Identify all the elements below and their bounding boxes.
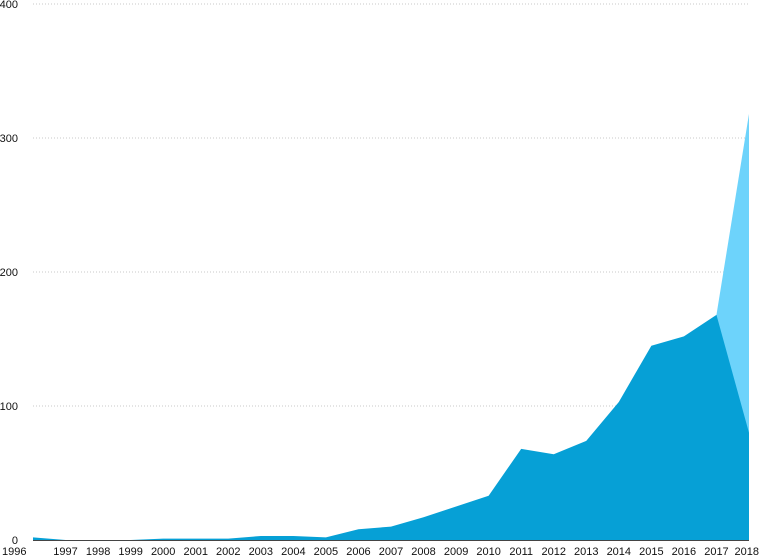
x-tick-labels: 1996 1997 1998 1999 2000 2001 2002 2003 2004 2005…: [2, 546, 759, 557]
series-area-2: [33, 314, 749, 540]
x-tick-label-2008: 2008: [411, 546, 435, 557]
x-tick-label-2013: 2013: [574, 546, 598, 557]
x-tick-label-2005: 2005: [314, 546, 338, 557]
gridlines: [33, 3, 749, 407]
y-tick-label-300: 300: [0, 133, 18, 145]
x-tick-label-2014: 2014: [607, 546, 631, 557]
x-tick-label-1999: 1999: [118, 546, 142, 557]
x-tick-label-2004: 2004: [281, 546, 305, 557]
x-tick-label-2015: 2015: [639, 546, 663, 557]
y-tick-label-0: 0: [12, 535, 18, 547]
y-tick-label-200: 200: [0, 267, 18, 279]
x-tick-label-2017: 2017: [704, 546, 728, 557]
x-tick-label-1996: 1996: [2, 546, 26, 557]
x-tick-label-2012: 2012: [541, 546, 565, 557]
y-tick-label-400: 400: [0, 0, 18, 11]
x-tick-label-2016: 2016: [672, 546, 696, 557]
x-tick-label-2000: 2000: [151, 546, 175, 557]
x-tick-label-2011: 2011: [509, 546, 533, 557]
x-tick-label-2009: 2009: [444, 546, 468, 557]
x-tick-label-2018: 2018: [735, 546, 759, 557]
x-tick-label-2001: 2001: [183, 546, 207, 557]
x-tick-label-2007: 2007: [379, 546, 403, 557]
x-tick-label-2003: 2003: [249, 546, 273, 557]
y-tick-labels: 0 100 200 300 400: [0, 0, 18, 547]
x-tick-label-2006: 2006: [346, 546, 370, 557]
x-tick-label-2010: 2010: [476, 546, 500, 557]
x-tick-label-2002: 2002: [216, 546, 240, 557]
x-tick-label-1998: 1998: [86, 546, 110, 557]
x-tick-label-1997: 1997: [53, 546, 77, 557]
y-tick-label-100: 100: [0, 401, 18, 413]
series-areas: [33, 113, 749, 540]
